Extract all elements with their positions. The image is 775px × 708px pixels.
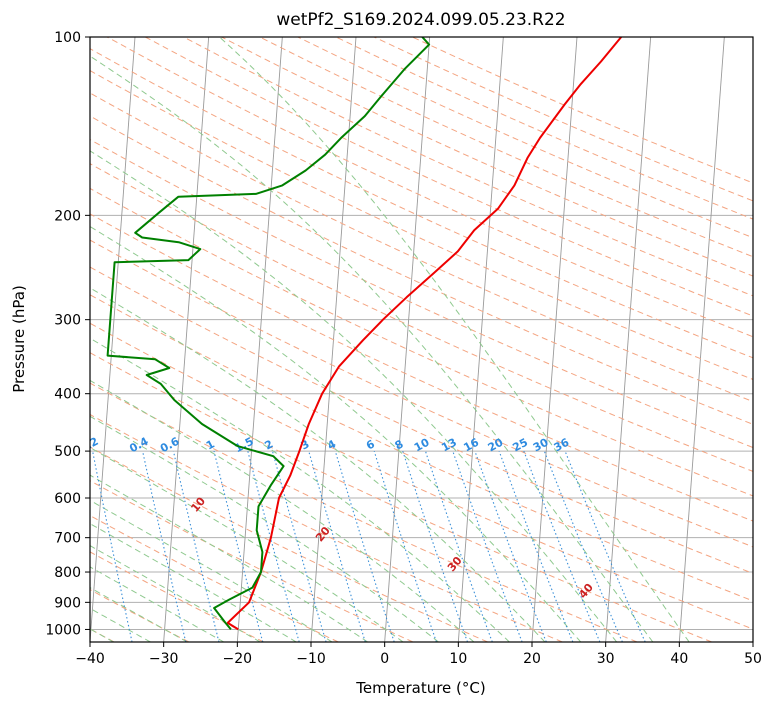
isotherm-line [384, 37, 431, 642]
y-tick-label: 800 [54, 565, 81, 581]
dry-adiabat-line [90, 213, 753, 522]
y-tick-label: 500 [54, 444, 81, 460]
mixing-ratio-line [523, 450, 601, 642]
dry-adiabat-line [90, 266, 753, 574]
y-axis-ticks: 1000 900 800 700 600 500 400 300 200 100 [45, 30, 90, 638]
dewpoint-profile-line [106, 37, 431, 631]
isotherm-line [163, 37, 210, 642]
isotherm-line [531, 37, 578, 642]
mixing-ratio-line [334, 450, 395, 642]
y-tick-label: 200 [54, 208, 81, 224]
y-tick-label: 300 [54, 313, 81, 329]
mixing-ratio-label: 16 [461, 436, 481, 455]
mixing-ratio-line [271, 450, 327, 642]
dry-adiabat-line [90, 48, 753, 359]
mixing-ratio-line [213, 450, 264, 642]
dry-adiabat-line [90, 115, 753, 425]
dry-adiabat-line [90, 413, 563, 642]
mixing-ratio-line [402, 450, 469, 642]
moist-adiabat-line [90, 337, 510, 642]
mixing-ratio-label: 10 [412, 436, 432, 455]
moist-adiabat-line [90, 523, 297, 642]
dry-adiabat-line [90, 322, 753, 630]
y-tick-label: 1000 [45, 622, 81, 638]
x-tick-label: −40 [75, 651, 105, 667]
y-tick-label: 100 [54, 30, 81, 46]
x-tick-label: −20 [223, 651, 253, 667]
dry-adiabat-line [183, 37, 753, 297]
mixing-ratio-label: 25 [510, 436, 530, 455]
dry-adiabat-line [90, 70, 753, 381]
x-tick-label: 10 [449, 651, 467, 667]
y-tick-label: 400 [54, 387, 81, 403]
x-tick-label: 30 [597, 651, 615, 667]
moist-adiabat-line [90, 499, 333, 642]
chart-title: wetPf2_S169.2024.099.05.23.R22 [276, 10, 565, 30]
x-axis-title: Temperature (°C) [355, 679, 485, 697]
isotherm-line [678, 37, 725, 642]
mixing-ratio-line [452, 450, 523, 642]
moist-adiabat-line [90, 545, 261, 642]
mixing-ratio-label: 20 [486, 436, 506, 455]
isotherms [90, 37, 753, 642]
x-axis-ticks: −40 −30 −20 −10 0 10 20 30 40 50 [75, 642, 762, 667]
mixing-ratio-line [247, 450, 300, 642]
pressure-grid [90, 37, 753, 630]
moist-adiabat-line [90, 287, 546, 642]
dry-adiabat-line [90, 588, 190, 642]
dry-adiabat-line [90, 352, 712, 642]
temperature-profile-line [226, 37, 622, 631]
dry-adiabat-line [90, 294, 753, 602]
mixing-ratio-line [172, 450, 220, 642]
isotherm-line [457, 37, 504, 642]
mixing-ratio-line [564, 450, 646, 642]
moist-adiabat-line [90, 55, 654, 642]
mixing-ratio-line [474, 450, 547, 642]
mixing-ratio-label: 36 [552, 436, 572, 455]
x-tick-label: 0 [380, 651, 389, 667]
x-tick-label: −10 [296, 651, 326, 667]
dry-adiabat-line [145, 37, 753, 317]
mixing-ratio-line [92, 450, 133, 642]
mixing-ratio-label: 30 [531, 436, 551, 455]
dry-adiabats [90, 37, 753, 642]
dry-adiabat-line [90, 187, 753, 497]
x-tick-label: −30 [149, 651, 179, 667]
mixing-ratio-line [308, 450, 366, 642]
mixing-ratio-line [424, 450, 493, 642]
y-axis-title: Pressure (hPa) [10, 285, 28, 393]
dry-adiabat-line [90, 551, 264, 642]
sounding-profiles [106, 37, 622, 631]
mixing-ratio-line [498, 450, 574, 642]
mixing-ratio-label: 0.2 [77, 435, 100, 456]
x-tick-label: 20 [523, 651, 541, 667]
y-tick-label: 900 [54, 595, 81, 611]
mixing-ratio-label: 13 [439, 436, 459, 455]
y-tick-label: 700 [54, 531, 81, 547]
mixing-ratio-lines [92, 450, 646, 642]
moist-adiabat-line [90, 446, 404, 642]
mixing-ratio-line [142, 450, 187, 642]
moist-adiabat-line [90, 379, 475, 642]
dry-adiabat-line [90, 446, 488, 642]
y-tick-label: 600 [54, 491, 81, 507]
x-tick-label: 50 [744, 651, 762, 667]
dry-adiabat-line [90, 138, 753, 449]
isotherm-line [236, 37, 283, 642]
moist-adiabat-line [219, 37, 690, 642]
mixing-ratio-line [373, 450, 437, 642]
isotherm-line [605, 37, 652, 642]
isotherm-line [90, 37, 136, 642]
x-tick-label: 40 [670, 651, 688, 667]
plot-frame [89, 36, 754, 643]
moist-adiabat-line [90, 474, 368, 642]
moist-adiabat-line [90, 415, 439, 642]
mixing-ratio-line [543, 450, 623, 642]
dry-adiabat-line [90, 239, 753, 548]
